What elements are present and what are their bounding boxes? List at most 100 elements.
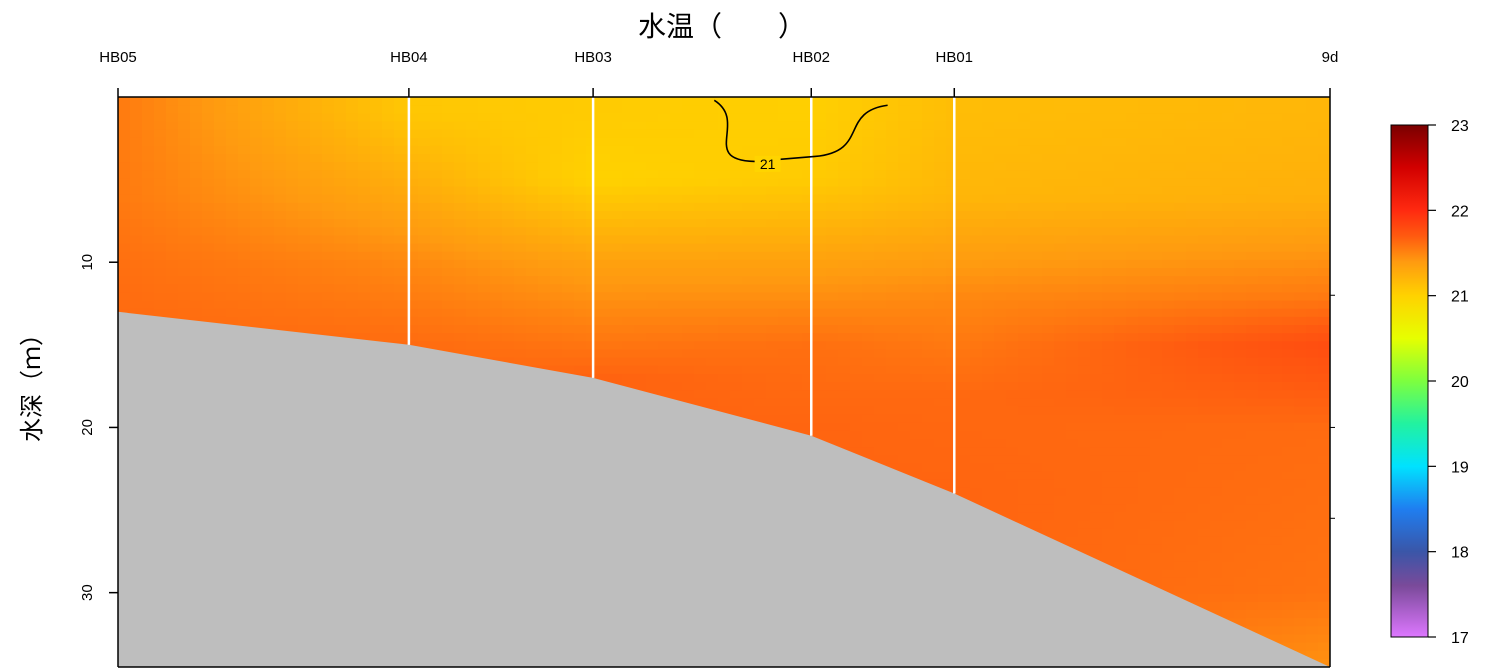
heat-cell xyxy=(670,145,683,155)
heat-cell xyxy=(742,382,755,391)
heat-cell xyxy=(634,178,647,188)
heat-cell xyxy=(850,202,863,212)
heat-cell xyxy=(658,121,671,131)
heat-cell xyxy=(934,382,947,391)
heat-cell xyxy=(874,308,887,318)
heat-cell xyxy=(514,235,527,245)
heat-cell xyxy=(802,202,815,212)
heat-cell xyxy=(874,292,887,302)
heat-cell xyxy=(574,113,587,123)
heat-cell xyxy=(166,113,179,123)
heat-cell xyxy=(394,259,407,269)
heat-cell xyxy=(202,194,215,204)
heat-cell xyxy=(478,227,491,237)
heat-cell xyxy=(826,121,839,131)
heat-cell xyxy=(658,341,671,351)
heat-cell xyxy=(310,113,323,123)
heat-cell xyxy=(370,259,383,269)
heat-cell xyxy=(550,316,563,326)
heat-cell xyxy=(202,170,215,180)
heat-cell xyxy=(430,211,443,220)
heat-cell xyxy=(118,284,131,294)
heat-cell xyxy=(970,235,983,245)
heat-cell xyxy=(778,325,791,334)
heat-cell xyxy=(754,170,767,180)
heat-cell xyxy=(706,292,719,302)
heat-cell xyxy=(862,439,875,448)
heat-cell xyxy=(262,292,275,302)
heat-cell xyxy=(694,186,707,196)
heat-cell xyxy=(922,398,935,408)
heat-cell xyxy=(490,325,503,334)
heat-cell xyxy=(814,121,827,131)
heat-cell xyxy=(838,382,851,391)
heat-cell xyxy=(826,390,839,400)
heat-cell xyxy=(550,211,563,220)
heat-cell xyxy=(886,97,899,106)
heat-cell xyxy=(898,422,911,432)
heat-cell xyxy=(766,178,779,188)
heat-cell xyxy=(970,186,983,196)
heat-cell xyxy=(766,292,779,302)
heat-cell xyxy=(934,251,947,261)
heat-cell xyxy=(610,300,623,310)
heat-cell xyxy=(382,194,395,204)
heat-cell xyxy=(802,316,815,326)
heat-cell xyxy=(262,211,275,220)
heat-cell xyxy=(238,202,251,212)
heat-cell xyxy=(502,219,515,229)
heat-cell xyxy=(358,219,371,229)
heat-cell xyxy=(346,276,359,286)
heat-cell xyxy=(442,178,455,188)
heat-cell xyxy=(910,414,923,424)
heat-cell xyxy=(178,243,191,253)
heat-cell xyxy=(502,325,515,334)
chart-title: 水温（ ） xyxy=(638,10,806,43)
heat-cell xyxy=(502,357,515,367)
heat-cell xyxy=(346,162,359,172)
heat-cell xyxy=(634,357,647,367)
heat-cell xyxy=(886,357,899,367)
heat-cell xyxy=(154,235,167,245)
heat-cell xyxy=(850,211,863,220)
heat-cell xyxy=(778,97,791,106)
heat-cell xyxy=(286,178,299,188)
heat-cell xyxy=(742,97,755,106)
heat-cell xyxy=(406,333,419,343)
heat-cell xyxy=(790,357,803,367)
heat-cell xyxy=(370,308,383,318)
heat-cell xyxy=(718,357,731,367)
heat-cell xyxy=(226,292,239,302)
heat-cell xyxy=(910,398,923,408)
heat-cell xyxy=(238,129,251,139)
heat-cell xyxy=(610,170,623,180)
heat-cell xyxy=(646,243,659,253)
heat-cell xyxy=(394,154,407,163)
heat-cell xyxy=(946,186,959,196)
heat-cell xyxy=(730,406,743,416)
heat-cell xyxy=(694,211,707,220)
heat-cell xyxy=(490,243,503,253)
heat-cell xyxy=(622,154,635,163)
heat-cell xyxy=(490,235,503,245)
heat-cell xyxy=(814,243,827,253)
heat-cell xyxy=(814,357,827,367)
heat-cell xyxy=(874,154,887,163)
heat-cell xyxy=(790,105,803,115)
heat-cell xyxy=(970,211,983,220)
heat-cell xyxy=(790,333,803,343)
heat-cell xyxy=(490,219,503,229)
heat-cell xyxy=(466,292,479,302)
heat-cell xyxy=(718,268,731,277)
heat-cell xyxy=(598,333,611,343)
heat-cell xyxy=(394,121,407,131)
heat-cell xyxy=(226,154,239,163)
heat-cell xyxy=(286,251,299,261)
heat-cell xyxy=(298,170,311,180)
heat-cell xyxy=(562,170,575,180)
heat-cell xyxy=(886,154,899,163)
heat-cell xyxy=(226,178,239,188)
heat-cell xyxy=(910,430,923,440)
heat-cell xyxy=(238,105,251,115)
heat-cell xyxy=(790,325,803,334)
